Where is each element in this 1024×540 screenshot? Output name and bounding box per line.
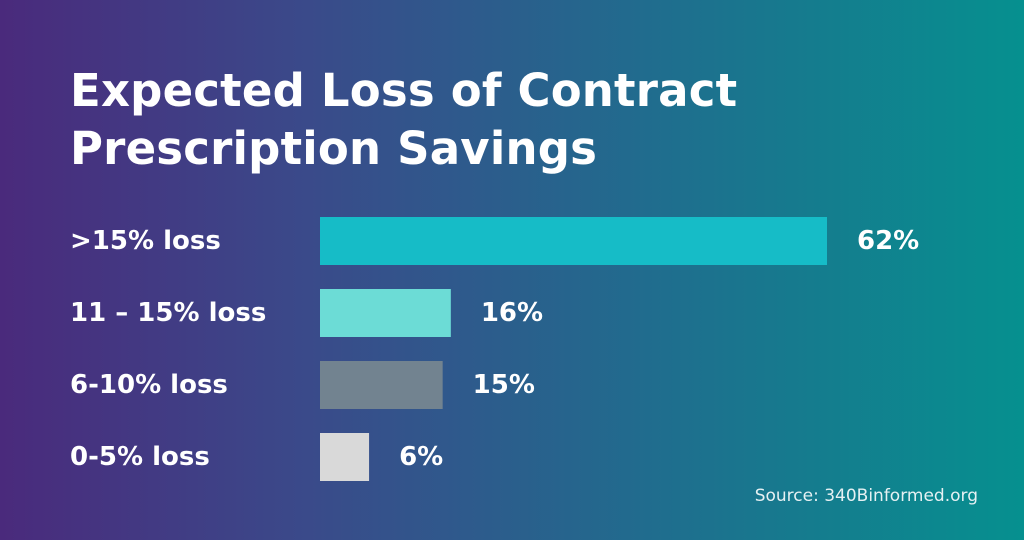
category-label: 11 – 15% loss [70, 298, 266, 328]
bar [320, 433, 370, 481]
category-label: 0-5% loss [70, 442, 210, 472]
chart-title: Expected Loss of Contract Prescription S… [70, 64, 738, 175]
value-label: 62% [857, 226, 919, 256]
bar [320, 217, 827, 265]
source-note: Source: 340Binformed.org [754, 486, 978, 506]
category-label: >15% loss [70, 226, 221, 256]
value-label: 16% [481, 298, 543, 328]
bar [320, 289, 451, 337]
value-label: 15% [473, 370, 535, 400]
category-label: 6-10% loss [70, 370, 228, 400]
value-label: 6% [399, 442, 443, 472]
bar [320, 361, 443, 409]
